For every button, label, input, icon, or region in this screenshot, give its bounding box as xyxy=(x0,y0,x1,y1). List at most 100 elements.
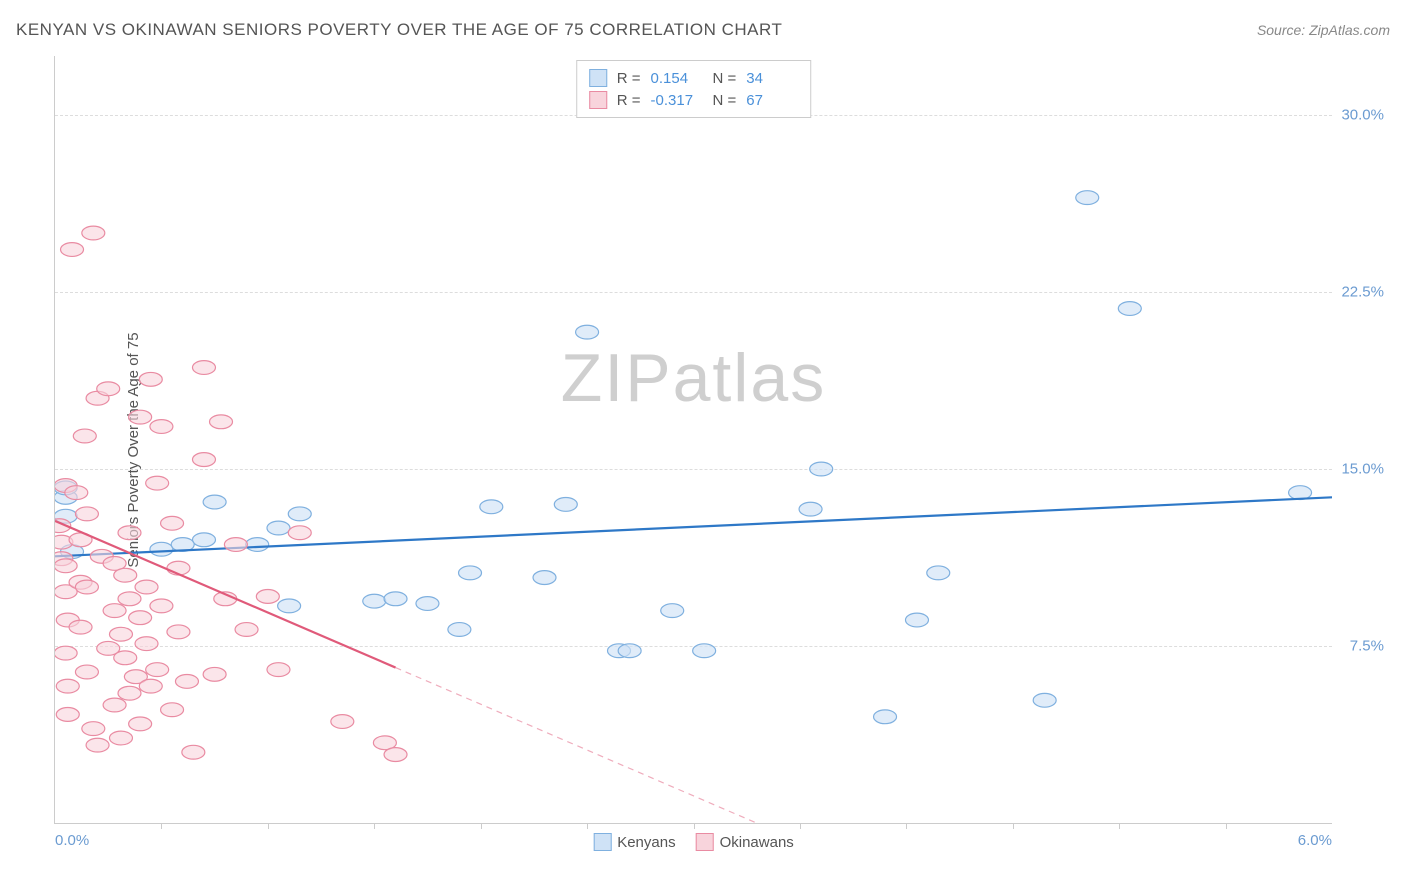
data-point xyxy=(129,611,152,625)
data-point xyxy=(416,597,439,611)
data-point xyxy=(150,420,173,434)
data-point xyxy=(905,613,928,627)
data-point xyxy=(192,361,215,375)
data-point xyxy=(384,748,407,762)
x-tick xyxy=(906,823,907,829)
stat-r-label: R = xyxy=(617,92,641,109)
data-point xyxy=(65,486,88,500)
data-point xyxy=(693,644,716,658)
data-point xyxy=(288,507,311,521)
data-point xyxy=(114,651,137,665)
legend-item-kenyans: Kenyans xyxy=(593,833,675,851)
data-point xyxy=(109,731,132,745)
data-point xyxy=(448,623,471,637)
x-tick xyxy=(800,823,801,829)
legend-label-okinawans: Okinawans xyxy=(720,834,794,851)
chart-header: KENYAN VS OKINAWAN SENIORS POVERTY OVER … xyxy=(16,20,1390,40)
data-point xyxy=(56,679,79,693)
data-point xyxy=(146,663,169,677)
legend-swatch-kenyans xyxy=(593,833,611,851)
data-point xyxy=(161,516,184,530)
chart-title: KENYAN VS OKINAWAN SENIORS POVERTY OVER … xyxy=(16,20,782,40)
trend-line-dashed xyxy=(396,668,1332,823)
data-point xyxy=(55,559,77,573)
data-point xyxy=(224,538,247,552)
data-point xyxy=(874,710,897,724)
data-point xyxy=(73,429,96,443)
y-tick-label: 7.5% xyxy=(1350,638,1384,655)
data-point xyxy=(103,698,126,712)
x-tick xyxy=(1119,823,1120,829)
stat-r-okinawans: -0.317 xyxy=(651,92,703,109)
chart-source: Source: ZipAtlas.com xyxy=(1257,22,1390,38)
data-point xyxy=(69,620,92,634)
data-point xyxy=(459,566,482,580)
chart-svg xyxy=(55,56,1332,823)
data-point xyxy=(75,507,98,521)
x-tick xyxy=(374,823,375,829)
data-point xyxy=(203,495,226,509)
data-point xyxy=(1076,191,1099,205)
data-point xyxy=(139,679,162,693)
data-point xyxy=(167,625,190,639)
plot-container: Seniors Poverty Over the Age of 75 ZIPat… xyxy=(54,56,1390,844)
data-point xyxy=(86,738,109,752)
data-point xyxy=(97,382,120,396)
data-point xyxy=(118,592,141,606)
data-point xyxy=(480,500,503,514)
legend-swatch-okinawans xyxy=(696,833,714,851)
legend-item-okinawans: Okinawans xyxy=(696,833,794,851)
data-point xyxy=(533,571,556,585)
data-point xyxy=(75,665,98,679)
data-point xyxy=(109,627,132,641)
data-point xyxy=(192,533,215,547)
data-point xyxy=(256,590,279,604)
data-point xyxy=(661,604,684,618)
data-point xyxy=(235,623,258,637)
series-legend: Kenyans Okinawans xyxy=(593,833,794,851)
x-tick xyxy=(1226,823,1227,829)
data-point xyxy=(278,599,301,613)
data-point xyxy=(129,717,152,731)
y-tick-label: 30.0% xyxy=(1341,107,1384,124)
data-point xyxy=(135,637,158,651)
swatch-kenyans xyxy=(589,69,607,87)
data-point xyxy=(331,715,354,729)
data-point xyxy=(810,462,833,476)
data-point xyxy=(203,667,226,681)
data-point xyxy=(82,722,105,736)
data-point xyxy=(363,594,386,608)
x-axis-max-label: 6.0% xyxy=(1298,832,1332,849)
data-point xyxy=(150,542,173,556)
data-point xyxy=(118,526,141,540)
legend-label-kenyans: Kenyans xyxy=(617,834,675,851)
x-tick xyxy=(161,823,162,829)
stat-r-label: R = xyxy=(617,70,641,87)
data-point xyxy=(267,521,290,535)
swatch-okinawans xyxy=(589,91,607,109)
stat-n-label: N = xyxy=(713,92,737,109)
data-point xyxy=(161,703,184,717)
data-point xyxy=(288,526,311,540)
data-point xyxy=(618,644,641,658)
x-tick xyxy=(481,823,482,829)
data-point xyxy=(135,580,158,594)
data-point xyxy=(146,476,169,490)
data-point xyxy=(554,497,577,511)
data-point xyxy=(56,708,79,722)
data-point xyxy=(1118,302,1141,316)
data-point xyxy=(576,325,599,339)
x-tick xyxy=(1013,823,1014,829)
source-value: ZipAtlas.com xyxy=(1309,22,1390,38)
data-point xyxy=(175,674,198,688)
data-point xyxy=(927,566,950,580)
data-point xyxy=(1033,693,1056,707)
source-label: Source: xyxy=(1257,22,1305,38)
data-point xyxy=(114,568,137,582)
data-point xyxy=(82,226,105,240)
data-point xyxy=(55,646,77,660)
data-point xyxy=(799,502,822,516)
stat-r-kenyans: 0.154 xyxy=(651,70,703,87)
data-point xyxy=(210,415,233,429)
data-point xyxy=(75,580,98,594)
